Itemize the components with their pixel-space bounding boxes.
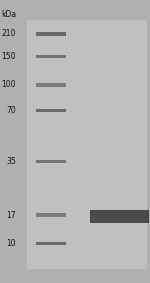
FancyBboxPatch shape — [36, 109, 66, 112]
Text: 150: 150 — [2, 52, 16, 61]
Text: kDa: kDa — [1, 10, 16, 19]
FancyBboxPatch shape — [36, 83, 66, 87]
FancyBboxPatch shape — [36, 55, 66, 58]
FancyBboxPatch shape — [90, 210, 149, 223]
Text: 17: 17 — [6, 211, 16, 220]
FancyBboxPatch shape — [36, 160, 66, 163]
FancyBboxPatch shape — [36, 242, 66, 245]
Text: 10: 10 — [6, 239, 16, 248]
FancyBboxPatch shape — [36, 32, 66, 36]
FancyBboxPatch shape — [27, 20, 147, 269]
Text: 70: 70 — [6, 106, 16, 115]
Text: 210: 210 — [2, 29, 16, 38]
Text: 100: 100 — [2, 80, 16, 89]
Text: 35: 35 — [6, 157, 16, 166]
FancyBboxPatch shape — [36, 213, 66, 217]
FancyBboxPatch shape — [94, 218, 142, 221]
